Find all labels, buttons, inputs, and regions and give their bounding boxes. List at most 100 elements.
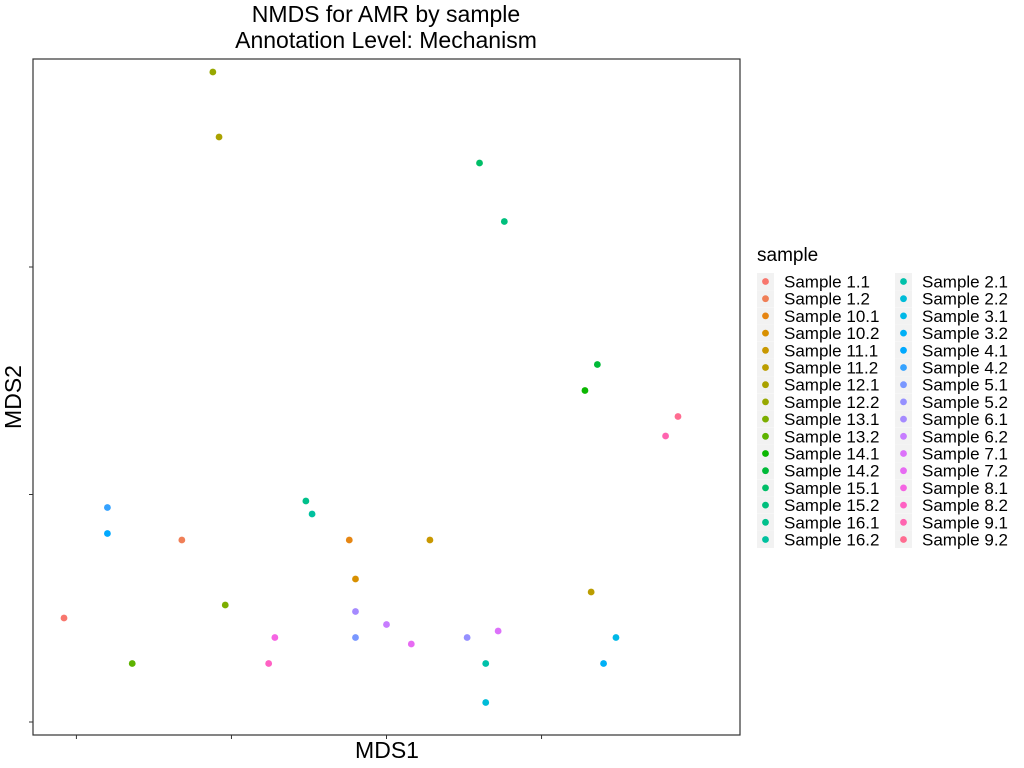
scatter-points xyxy=(60,68,682,706)
data-point xyxy=(352,634,359,641)
data-point xyxy=(271,634,279,641)
legend-label: Sample 10.2 xyxy=(784,324,879,343)
legend-key-dot xyxy=(900,364,907,371)
chart-subtitle: Annotation Level: Mechanism xyxy=(235,27,537,53)
data-point xyxy=(407,640,415,648)
legend-label: Sample 15.1 xyxy=(784,479,879,498)
legend-label: Sample 5.2 xyxy=(922,393,1008,412)
data-point xyxy=(104,504,111,511)
legend-label: Sample 16.1 xyxy=(784,513,879,532)
legend-label: Sample 13.1 xyxy=(784,410,879,429)
legend-key-dot xyxy=(762,312,769,320)
legend-key-dot xyxy=(762,295,769,303)
legend-label: Sample 14.2 xyxy=(784,462,879,481)
legend-label: Sample 4.1 xyxy=(922,341,1008,360)
legend-label: Sample 15.2 xyxy=(784,496,879,515)
data-point xyxy=(128,660,136,667)
data-point xyxy=(345,536,353,544)
legend-label: Sample 2.2 xyxy=(922,290,1008,309)
legend-key-dot xyxy=(900,295,907,303)
legend-key-dot xyxy=(900,329,907,337)
legend-title: sample xyxy=(757,245,818,266)
data-point xyxy=(482,660,490,667)
legend-key-dot xyxy=(762,432,769,440)
legend-label: Sample 8.2 xyxy=(922,496,1008,515)
legend-key-dot xyxy=(762,364,769,371)
legend-label: Sample 11.2 xyxy=(784,359,878,378)
legend-key-dot xyxy=(900,278,907,285)
legend-key-dot xyxy=(900,312,907,320)
x-axis-title: MDS1 xyxy=(355,737,419,763)
legend-key-dot xyxy=(900,432,907,440)
legend-label: Sample 9.1 xyxy=(922,513,1008,532)
data-point xyxy=(302,497,310,505)
data-point xyxy=(500,218,508,225)
legend-label: Sample 7.2 xyxy=(922,462,1008,481)
data-point xyxy=(463,634,471,641)
data-point xyxy=(104,530,111,537)
legend-key-dot xyxy=(762,381,769,389)
legend-label: Sample 5.1 xyxy=(922,376,1008,395)
legend-label: Sample 3.1 xyxy=(922,307,1008,326)
legend-key-dot xyxy=(900,467,907,475)
legend-label: Sample 13.2 xyxy=(784,427,879,446)
legend-key-dot xyxy=(900,398,907,406)
legend-key-dot xyxy=(762,467,769,475)
legend-label: Sample 14.1 xyxy=(784,445,879,464)
data-point xyxy=(593,361,601,368)
legend-key-dot xyxy=(762,484,769,492)
data-point xyxy=(383,621,390,628)
data-point xyxy=(352,575,359,583)
data-point xyxy=(60,614,68,622)
chart-title: NMDS for AMR by sample xyxy=(252,1,520,27)
legend-label: Sample 1.1 xyxy=(784,273,870,292)
data-point xyxy=(209,68,217,76)
data-point xyxy=(178,536,186,544)
legend-key-dot xyxy=(762,329,769,337)
data-point xyxy=(482,699,490,706)
legend-label: Sample 11.1 xyxy=(784,341,878,360)
legend-key-dot xyxy=(900,501,907,509)
data-point xyxy=(587,588,595,596)
data-point xyxy=(265,660,273,667)
legend-label: Sample 10.1 xyxy=(784,307,879,326)
legend-key-dot xyxy=(900,346,907,354)
legend-label: Sample 9.2 xyxy=(922,531,1008,550)
data-point xyxy=(581,387,589,394)
legend-label: Sample 12.2 xyxy=(784,393,879,412)
legend-key-dot xyxy=(900,450,907,457)
data-point xyxy=(476,159,483,167)
legend-key-dot xyxy=(762,536,769,543)
data-point xyxy=(426,536,434,544)
legend-key-dot xyxy=(900,536,907,543)
legend-key-dot xyxy=(900,415,907,423)
data-point xyxy=(308,510,316,518)
legend-key-dot xyxy=(762,415,769,423)
y-axis-title: MDS2 xyxy=(0,365,26,429)
legend-key-dot xyxy=(762,518,769,526)
legend-key-dot xyxy=(900,381,907,389)
legend-label: Sample 6.2 xyxy=(922,427,1008,446)
legend-key-dot xyxy=(762,346,769,354)
legend-key-dot xyxy=(900,484,907,492)
x-axis-ticks xyxy=(75,735,543,739)
legend-label: Sample 12.1 xyxy=(784,376,879,395)
legend-key-dot xyxy=(900,518,907,526)
data-point xyxy=(352,608,359,615)
legend-label: Sample 6.1 xyxy=(922,410,1008,429)
data-point xyxy=(600,660,607,667)
plot-panel xyxy=(32,58,741,736)
data-point xyxy=(215,133,223,141)
legend-key-dot xyxy=(762,398,769,406)
y-axis-ticks xyxy=(29,266,33,723)
legend-label: Sample 2.1 xyxy=(922,273,1008,292)
data-point xyxy=(674,413,682,420)
legend-key-dot xyxy=(762,278,769,285)
legend-key-dot xyxy=(762,501,769,509)
data-point xyxy=(494,627,502,635)
legend-key-dot xyxy=(762,450,769,457)
legend-label: Sample 7.1 xyxy=(922,445,1008,464)
legend-label: Sample 1.2 xyxy=(784,290,870,309)
